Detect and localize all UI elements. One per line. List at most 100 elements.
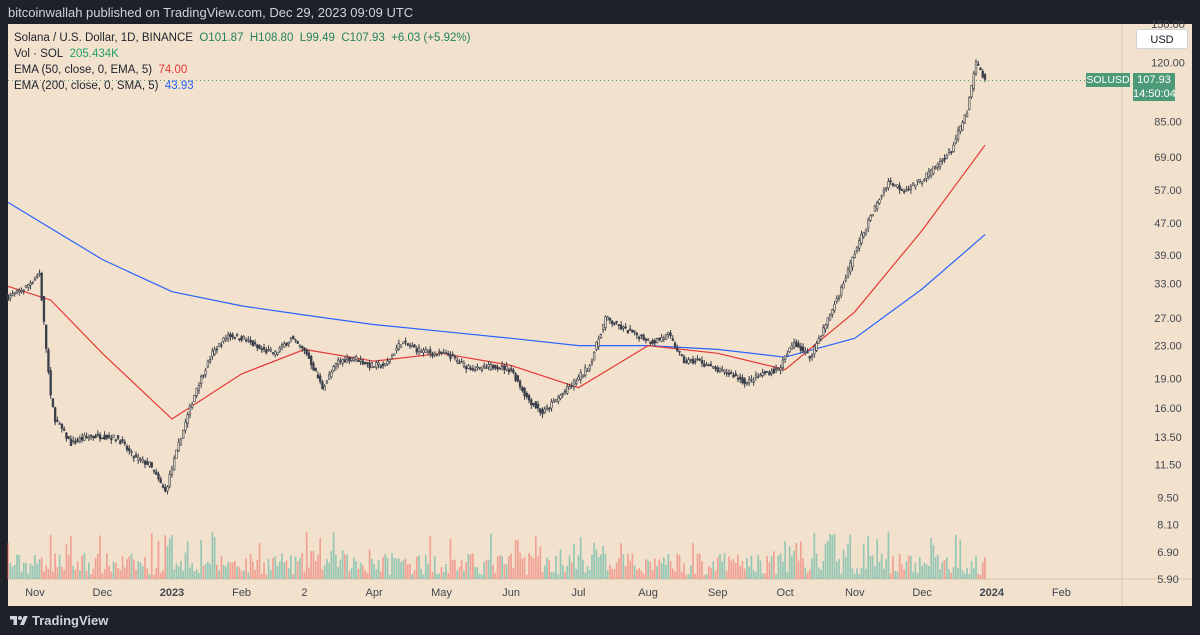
volume-bar: [972, 568, 975, 579]
legend-ema50-value: 74.00: [158, 64, 188, 76]
volume-bar: [29, 563, 32, 579]
volume-bar: [694, 573, 697, 579]
candle-body: [640, 334, 643, 337]
candle-body: [682, 356, 686, 364]
volume-bar: [501, 556, 503, 579]
volume-bar: [478, 573, 481, 579]
candle-body: [402, 341, 405, 344]
candle-body: [548, 408, 551, 410]
candle-body: [774, 368, 778, 371]
candle-body: [397, 342, 400, 350]
candle-body: [312, 362, 315, 371]
candle-body: [584, 367, 587, 376]
volume-bar: [777, 555, 780, 579]
candle-body: [137, 457, 140, 461]
volume-bar: [624, 565, 627, 579]
volume-bar: [54, 553, 57, 579]
candle-body: [491, 365, 495, 369]
volume-bar: [838, 558, 840, 579]
series-line: [7, 201, 986, 358]
candle-body: [653, 340, 656, 344]
volume-bar: [36, 563, 39, 579]
candle-body: [685, 360, 688, 363]
legend-ema200-row[interactable]: EMA (200, close, 0, SMA, 5) 43.93: [14, 78, 470, 94]
volume-bar: [930, 537, 932, 579]
volume-bar: [52, 571, 54, 579]
candle-body: [730, 372, 733, 374]
volume-bar: [319, 537, 322, 579]
candle-body: [968, 97, 971, 110]
volume-bar: [65, 544, 68, 579]
volume-bar: [184, 552, 187, 579]
tradingview-logo-icon[interactable]: [10, 614, 28, 628]
legend-volume-row[interactable]: Vol · SOL 205.434K: [14, 46, 470, 62]
price-tick-label: 150.00: [1151, 19, 1185, 31]
candle-body: [24, 285, 28, 288]
volume-bar: [667, 553, 670, 579]
volume-bar: [61, 566, 63, 579]
volume-bar: [438, 573, 441, 579]
candle-body: [808, 355, 811, 359]
volume-bar: [840, 573, 843, 579]
time-tick-label: Apr: [366, 587, 383, 599]
price-tag-price: 107.93: [1137, 74, 1171, 87]
volume-bar: [600, 554, 602, 579]
volume-bar: [350, 568, 353, 579]
candle-body: [33, 278, 37, 281]
price-tick-label: 23.00: [1154, 341, 1182, 353]
volume-bar: [552, 572, 555, 579]
legend-symbol[interactable]: Solana / U.S. Dollar, 1D, BINANCE: [14, 32, 193, 44]
candle-body: [660, 337, 663, 342]
candle-body: [213, 349, 216, 355]
volume-bar: [433, 556, 436, 579]
legend-ema50-row[interactable]: EMA (50, close, 0, EMA, 5) 74.00: [14, 62, 470, 78]
volume-bar: [806, 572, 809, 579]
volume-bar: [907, 555, 910, 579]
candle-body: [321, 381, 324, 390]
time-axis-ticks: Nov Dec 2023 Feb 2 Apr May Jun Jul Aug Sep Oct Nov De…: [25, 587, 1071, 599]
volume-bar: [67, 554, 70, 579]
candle-body: [876, 202, 879, 210]
candle-body: [983, 74, 987, 80]
volume-bar: [123, 567, 126, 579]
candle-body: [38, 273, 41, 276]
time-tick-label: Nov: [845, 587, 865, 599]
candle-body: [525, 393, 528, 398]
candle-body: [500, 364, 504, 367]
footer-brand[interactable]: TradingView: [32, 613, 109, 628]
volume-bar: [559, 549, 562, 579]
candle-body: [235, 334, 239, 336]
volume-bar: [716, 557, 719, 579]
volume-bar: [730, 560, 733, 579]
volume-bar: [74, 569, 77, 579]
candle-body: [69, 438, 73, 447]
volume-bar: [81, 555, 83, 579]
volume-bar: [22, 562, 25, 579]
candle-body: [352, 357, 356, 361]
time-tick-label: Aug: [638, 587, 658, 599]
candle-body: [792, 342, 796, 349]
candle-body: [238, 338, 241, 340]
volume-bar: [577, 555, 580, 579]
candle-body: [543, 408, 546, 413]
volume-bar: [537, 556, 539, 579]
volume-bar: [887, 531, 890, 579]
volume-bar: [85, 570, 88, 579]
volume-bar: [804, 567, 807, 579]
volume-bar: [386, 558, 389, 579]
currency-button[interactable]: USD: [1136, 29, 1188, 49]
candle-body: [680, 354, 683, 356]
candle-body: [379, 365, 382, 368]
volume-bar: [757, 555, 760, 579]
candle-body: [440, 351, 443, 354]
volume-bar: [278, 561, 281, 579]
candle-body: [415, 348, 418, 353]
legend-low: L99.49: [299, 32, 335, 44]
candle-body: [914, 184, 917, 188]
candle-body: [453, 356, 457, 359]
volume-bar: [640, 570, 643, 579]
volume-bar: [925, 564, 928, 579]
price-tick-label: 33.00: [1154, 279, 1182, 291]
volume-bar: [741, 561, 744, 579]
